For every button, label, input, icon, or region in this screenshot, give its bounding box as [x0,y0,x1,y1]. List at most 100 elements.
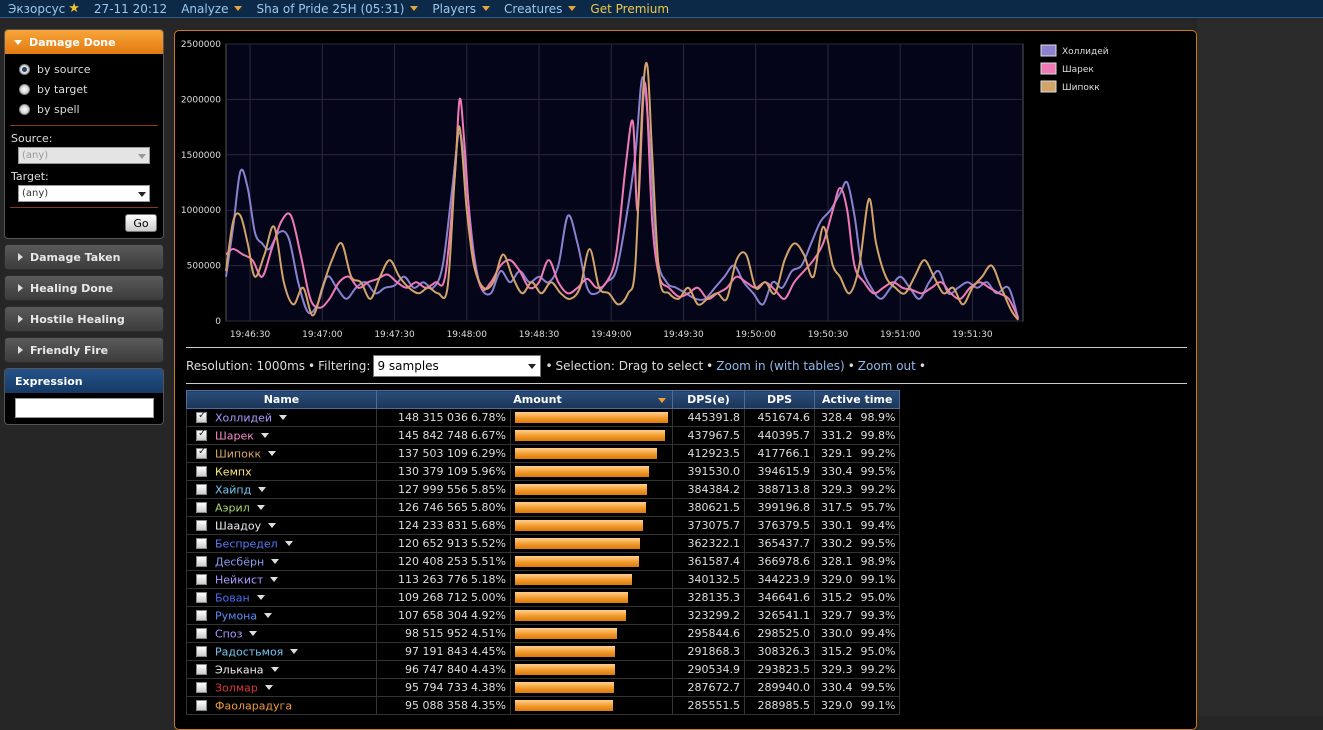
player-name[interactable]: Хайпд [215,483,252,497]
radio-by-spell[interactable]: by spell [5,99,163,119]
player-name[interactable]: Беспредел [215,537,278,551]
column-header-amount[interactable]: Amount [376,390,673,409]
player-name[interactable]: Элькана [215,663,264,677]
series-checkbox[interactable] [196,592,207,604]
damage-taken-panel[interactable]: Damage Taken [4,244,164,270]
table-row[interactable]: Фаоларадуга 95 088 358 4.35% 285551.5 288985… [186,696,901,715]
player-name[interactable]: Шаадоу [215,519,262,533]
series-checkbox[interactable] [196,556,207,568]
chevron-down-icon[interactable] [249,631,258,637]
player-name[interactable]: Нейкист [215,573,264,587]
table-row[interactable]: Шаадоу 124 233 831 5.68% 373075.7 376379.5 33… [186,516,901,535]
radio-button-selected[interactable] [19,63,30,75]
chevron-down-icon[interactable] [270,577,279,583]
series-checkbox[interactable] [196,664,207,676]
player-name[interactable]: Споз [215,627,243,641]
player-name[interactable]: Холлидей [215,411,272,425]
series-checkbox[interactable] [196,446,207,460]
chevron-down-icon[interactable] [268,523,277,529]
column-header-dps[interactable]: DPS [744,390,815,409]
series-checkbox[interactable] [196,428,207,442]
chevron-down-icon[interactable] [279,415,287,421]
player-name[interactable]: Золмар [215,681,258,695]
series-checkbox[interactable] [196,700,207,712]
chevron-down-icon[interactable] [271,559,280,565]
series-checkbox[interactable] [196,410,207,424]
hostile-healing-panel[interactable]: Hostile Healing [4,306,164,332]
filtering-select[interactable]: 9 samples [373,355,542,377]
table-row[interactable]: Кемпх 130 379 109 5.96% 391530.0 394615.9 330… [186,462,901,481]
table-row[interactable]: Споз 98 515 952 4.51% 295844.6 298525.0 330.0… [186,624,901,643]
radio-by-source[interactable]: by source [5,59,163,79]
series-checkbox[interactable] [196,628,207,640]
player-name[interactable]: Аэрил [215,501,250,515]
table-row[interactable]: Десбёрн 120 408 253 5.51% 361587.4 366978.6 3… [186,552,901,571]
series-checkbox[interactable] [196,502,207,514]
chevron-down-icon[interactable] [284,541,293,547]
zoom-in-link[interactable]: Zoom in (with tables) [716,359,845,373]
player-name[interactable]: Шипокк [215,447,262,461]
user-name[interactable]: Экзорсус ★ [8,1,80,16]
player-name[interactable]: Кемпх [215,465,252,479]
player-name[interactable]: Шарек [215,429,254,443]
series-checkbox[interactable] [196,610,207,622]
expression-input[interactable] [15,398,154,418]
series-checkbox[interactable] [196,538,207,550]
name-cell: Кемпх [186,462,377,481]
target-select[interactable]: (any) [18,185,150,202]
damage-done-header[interactable]: Damage Done [5,30,163,54]
column-header-dpse[interactable]: DPS(e) [672,390,745,409]
zoom-out-link[interactable]: Zoom out [857,359,916,373]
healing-done-panel[interactable]: Healing Done [4,275,164,301]
friendly-fire-panel[interactable]: Friendly Fire [4,337,164,363]
table-row[interactable]: Радостьмоя 97 191 843 4.45% 291868.3 308326.… [186,642,901,661]
chevron-down-icon[interactable] [260,433,269,439]
column-header-name[interactable]: Name [186,390,377,409]
radio-by-target[interactable]: by target [5,79,163,99]
series-checkbox[interactable] [196,466,207,478]
dps-chart[interactable]: 0 500000 1000000 1500000 2000000 2500000 19:46… [175,31,1196,346]
table-row[interactable]: Нейкист 113 263 776 5.18% 340132.5 344223.9 3… [186,570,901,589]
table-row[interactable]: Беспредел 120 652 913 5.52% 362322.1 365437.… [186,534,901,553]
chevron-down-icon[interactable] [290,649,299,655]
series-checkbox[interactable] [196,682,207,694]
chevron-down-icon[interactable] [256,505,265,511]
amount-cell: 113 263 776 5.18% [376,570,511,589]
chevron-down-icon[interactable] [256,595,265,601]
series-checkbox[interactable] [196,520,207,532]
column-header-active-time[interactable]: Active time [813,390,901,409]
series-checkbox[interactable] [196,646,207,658]
encounter-menu[interactable]: Sha of Pride 25H (05:31) [256,2,419,16]
chevron-down-icon[interactable] [268,451,277,457]
player-name[interactable]: Румона [215,609,258,623]
player-name[interactable]: Бован [215,591,250,605]
series-checkbox[interactable] [196,484,207,496]
creatures-menu[interactable]: Creatures [504,2,577,16]
chevron-down-icon[interactable] [264,685,273,691]
series-checkbox[interactable] [196,574,207,586]
player-name[interactable]: Фаоларадуга [215,699,293,713]
table-row[interactable]: Аэрил 126 746 565 5.80% 380621.5 399196.8 317… [186,498,901,517]
table-row[interactable]: Элькана 96 747 840 4.43% 290534.9 293823.5 32… [186,660,901,679]
analyze-menu[interactable]: Analyze [181,2,243,16]
player-name[interactable]: Десбёрн [215,555,265,569]
table-row[interactable]: Бован 109 268 712 5.00% 328135.3 346641.6 315… [186,588,901,607]
chevron-down-icon[interactable] [270,667,279,673]
player-name[interactable]: Радостьмоя [215,645,284,659]
chevron-down-icon[interactable] [264,613,273,619]
source-select[interactable]: (any) [18,147,150,164]
star-icon[interactable]: ★ [68,1,80,16]
table-row[interactable]: Хайпд 127 999 556 5.85% 384384.2 388713.8 329… [186,480,901,499]
radio-button[interactable] [19,103,30,115]
radio-button[interactable] [19,83,30,95]
table-row[interactable]: Золмар 95 794 733 4.38% 287672.7 289940.0 330… [186,678,901,697]
players-menu[interactable]: Players [432,2,491,16]
chevron-down-icon[interactable] [258,487,267,493]
go-button[interactable]: Go [125,214,157,232]
table-row[interactable]: Румона 107 658 304 4.92% 323299.2 326541.1 32… [186,606,901,625]
get-premium-link[interactable]: Get Premium [590,1,670,16]
amount-bar [515,610,627,621]
